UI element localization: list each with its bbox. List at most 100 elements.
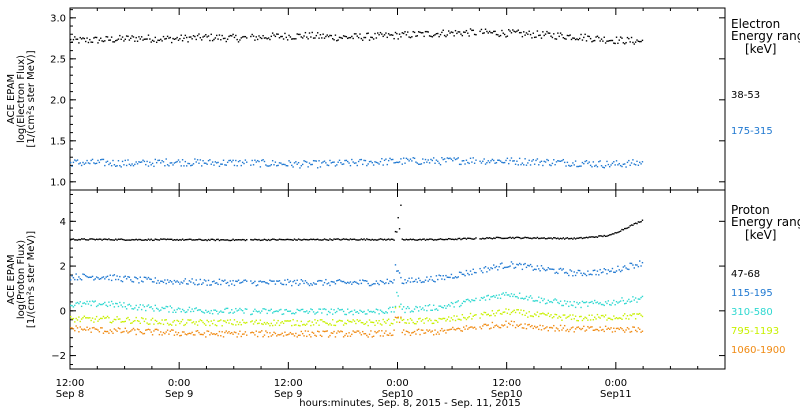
electron-data-point [595,36,597,38]
electron-data-point [213,164,215,166]
proton-data-point [409,311,412,313]
electron-data-point [490,160,492,162]
electron-data-point [383,34,386,36]
proton-data-point [629,331,631,333]
proton-data-point [622,329,625,332]
proton-data-point [202,311,204,313]
electron-data-point [165,37,167,40]
electron-data-point [259,166,262,168]
proton-data-point [467,317,469,319]
proton-data-point [546,314,548,316]
proton-data-point [574,274,577,277]
proton-data-point [479,267,481,270]
proton-data-point [431,330,434,332]
proton-data-point [394,316,397,319]
proton-data-point [351,283,353,285]
proton-data-point [131,322,133,324]
electron-data-point [375,161,378,164]
electron-data-point [449,157,451,159]
proton-data-point [454,301,457,304]
proton-data-point [426,276,428,278]
proton-data-point [621,328,623,330]
electron-data-point [606,40,608,42]
electron-data-point [334,165,337,167]
proton-data-point [265,239,267,241]
proton-data-point [256,239,259,241]
electron-data-point [348,36,350,39]
proton-data-point [390,280,393,283]
proton-data-point [85,275,87,277]
proton-data-point [98,238,101,240]
electron-data-point [142,159,144,161]
electron-data-point [469,157,472,159]
proton-data-point [512,324,514,327]
proton-data-point [86,326,88,328]
proton-data-point [211,322,214,325]
proton-data-point [430,275,432,278]
proton-data-point [278,238,281,240]
proton-data-point [293,324,296,326]
proton-data-point [501,293,503,295]
proton-data-point [528,237,530,239]
electron-data-point [190,36,192,38]
proton-data-point [569,269,571,271]
proton-data-point [401,238,403,240]
proton-data-point [450,238,453,241]
proton-data-point [558,315,560,318]
electron-data-point [482,160,484,163]
electron-data-point [588,161,590,163]
proton-data-point [94,278,96,280]
proton-data-point [599,235,601,237]
proton-data-point [559,316,562,319]
proton-data-point [177,281,180,283]
proton-data-point [138,306,140,309]
electron-data-point [78,163,80,165]
proton-data-point [502,325,504,327]
electron-data-point [360,158,363,161]
proton-data-point [543,298,545,300]
proton-data-point [562,314,565,316]
proton-data-point [439,318,442,320]
electron-data-point [488,161,491,164]
electron-data-point [595,164,597,166]
proton-data-point [417,239,420,241]
proton-data-point [428,318,431,320]
proton-data-point [82,317,84,319]
proton-data-point [525,236,528,239]
proton-data-point [85,329,87,331]
proton-data-point [512,263,514,265]
proton-data-point [323,330,326,333]
proton-data-point [400,204,402,206]
electron-data-point [622,42,625,44]
proton-points [70,204,644,338]
electron-data-point [510,157,513,159]
proton-data-point [323,308,326,310]
proton-data-point [340,280,342,282]
proton-data-point [284,320,286,322]
proton-data-point [611,233,614,235]
electron-data-point [267,165,270,167]
proton-data-point [303,323,305,326]
proton-data-point [318,239,320,241]
electron-data-point [394,161,397,164]
proton-data-point [342,238,345,240]
proton-data-point [600,235,603,237]
electron-data-point [86,159,88,162]
proton-data-point [509,323,511,326]
proton-data-point [173,309,176,311]
electron-data-point [483,32,485,34]
electron-data-point [468,35,470,37]
proton-data-point [611,267,614,270]
proton-data-point [490,314,492,317]
proton-data-point [523,237,525,239]
proton-data-point [154,319,157,322]
proton-data-point [95,315,98,318]
proton-data-point [267,309,270,312]
proton-data-point [228,239,230,242]
proton-data-point [443,278,446,281]
proton-data-point [423,238,425,240]
proton-data-point [621,269,623,272]
proton-data-point [609,317,611,320]
proton-data-point [153,239,155,242]
